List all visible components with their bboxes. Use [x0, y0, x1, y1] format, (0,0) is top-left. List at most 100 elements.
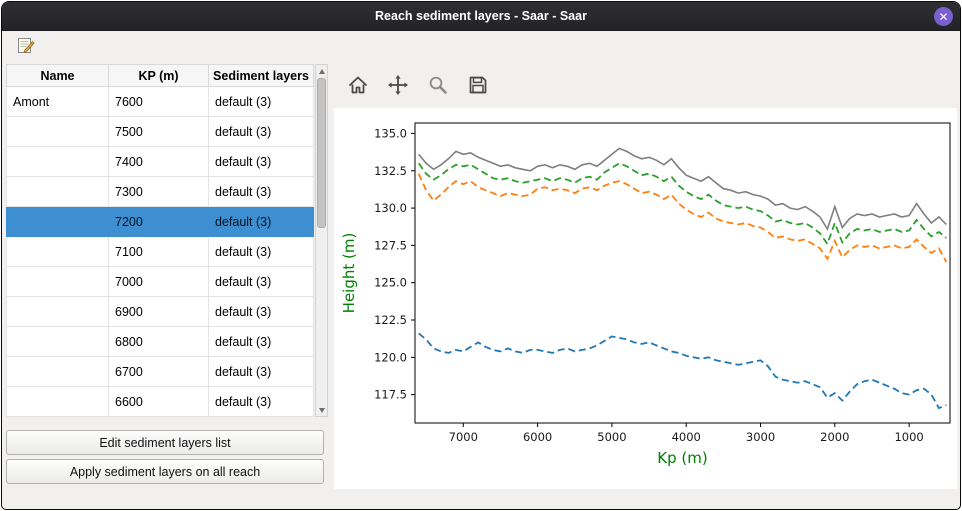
- chart-figure[interactable]: 7000 6000 5000 4000 3000 2000 1000 117.5 120.0 12…: [334, 108, 957, 489]
- table-row[interactable]: 6800 default (3): [6, 326, 314, 357]
- plot-navigation-toolbar: [334, 64, 957, 104]
- column-header-layers[interactable]: Sediment layers: [208, 64, 314, 87]
- table-row[interactable]: 7200 default (3): [6, 206, 314, 237]
- plot-frame: [414, 122, 951, 424]
- main-content: Name KP (m) Sediment layers Amont 7600 def…: [2, 58, 960, 489]
- up-arrow-icon[interactable]: [316, 65, 327, 77]
- cell-name[interactable]: [6, 176, 109, 207]
- table-row[interactable]: Amont 7600 default (3): [6, 86, 314, 117]
- series-line-sediment-layer-1: [417, 162, 947, 246]
- table-row[interactable]: 7500 default (3): [6, 116, 314, 147]
- close-button[interactable]: ✕: [934, 7, 953, 26]
- edit-sediment-button[interactable]: [14, 33, 38, 57]
- cell-name[interactable]: [6, 146, 109, 177]
- save-button[interactable]: [464, 71, 492, 99]
- cell-layers[interactable]: default (3): [208, 326, 314, 357]
- cell-kp[interactable]: 6600: [108, 386, 209, 417]
- x-tick-label: 1000: [894, 430, 923, 444]
- cell-name[interactable]: [6, 236, 109, 267]
- sediment-profile-chart[interactable]: 7000 6000 5000 4000 3000 2000 1000 117.5 120.0 12…: [334, 108, 957, 489]
- save-icon: [469, 76, 487, 94]
- y-tick-label: 130.0: [374, 201, 407, 215]
- series-line-top-surface: [418, 147, 947, 231]
- cell-kp[interactable]: 6800: [108, 326, 209, 357]
- y-tick-label: 132.5: [374, 164, 407, 178]
- y-tick-label: 127.5: [374, 238, 407, 252]
- cell-name[interactable]: [6, 296, 109, 327]
- x-axis-label: Kp (m): [657, 449, 707, 467]
- edit-note-icon: [18, 37, 35, 53]
- kp-table: Name KP (m) Sediment layers Amont 7600 def…: [6, 64, 314, 417]
- cell-name[interactable]: [6, 266, 109, 297]
- zoom-button[interactable]: [424, 71, 452, 99]
- table-row[interactable]: 7300 default (3): [6, 176, 314, 207]
- cell-layers[interactable]: default (3): [208, 176, 314, 207]
- series-line-river-bottom: [418, 332, 947, 410]
- cell-layers[interactable]: default (3): [208, 206, 314, 237]
- cell-name[interactable]: [6, 116, 109, 147]
- close-icon: ✕: [938, 9, 949, 24]
- home-button[interactable]: [344, 71, 372, 99]
- scrollbar-thumb[interactable]: [317, 78, 326, 228]
- cell-layers[interactable]: default (3): [208, 146, 314, 177]
- cell-layers[interactable]: default (3): [208, 266, 314, 297]
- table-header-row: Name KP (m) Sediment layers: [6, 64, 314, 87]
- kp-table-body: Amont 7600 default (3) 7500 default (3) 7400 d…: [6, 86, 314, 417]
- cell-kp[interactable]: 6900: [108, 296, 209, 327]
- y-tick-label: 122.5: [374, 313, 407, 327]
- cell-layers[interactable]: default (3): [208, 116, 314, 147]
- y-tick-label: 117.5: [374, 388, 407, 402]
- cell-layers[interactable]: default (3): [208, 236, 314, 267]
- cell-kp[interactable]: 6700: [108, 356, 209, 387]
- x-tick-label: 3000: [746, 430, 775, 444]
- x-tick-label: 4000: [672, 430, 701, 444]
- main-toolbar: [2, 31, 960, 58]
- table-row[interactable]: 6600 default (3): [6, 386, 314, 417]
- table-row[interactable]: 7400 default (3): [6, 146, 314, 177]
- home-icon: [349, 76, 367, 94]
- y-axis-label: Height (m): [340, 233, 358, 314]
- x-tick-label: 5000: [597, 430, 626, 444]
- x-tick-label: 6000: [523, 430, 552, 444]
- table-row[interactable]: 7100 default (3): [6, 236, 314, 267]
- x-tick-label: 7000: [449, 430, 478, 444]
- y-tick-label: 135.0: [374, 126, 407, 140]
- y-tick-label: 120.0: [374, 350, 407, 364]
- cell-layers[interactable]: default (3): [208, 356, 314, 387]
- table-scrollbar[interactable]: [315, 64, 328, 417]
- column-header-kp[interactable]: KP (m): [108, 64, 209, 87]
- cell-name[interactable]: [6, 386, 109, 417]
- cell-layers[interactable]: default (3): [208, 86, 314, 117]
- cell-name[interactable]: [6, 206, 109, 237]
- cell-name[interactable]: [6, 326, 109, 357]
- cell-kp[interactable]: 7500: [108, 116, 209, 147]
- cell-kp[interactable]: 7200: [108, 206, 209, 237]
- cell-layers[interactable]: default (3): [208, 296, 314, 327]
- kp-table-area: Name KP (m) Sediment layers Amont 7600 def…: [6, 64, 328, 417]
- apply-sediment-layers-button[interactable]: Apply sediment layers on all reach: [6, 459, 324, 484]
- cell-kp[interactable]: 7100: [108, 236, 209, 267]
- table-row[interactable]: 7000 default (3): [6, 266, 314, 297]
- left-panel: Name KP (m) Sediment layers Amont 7600 def…: [6, 64, 328, 489]
- cell-kp[interactable]: 7600: [108, 86, 209, 117]
- cell-kp[interactable]: 7000: [108, 266, 209, 297]
- x-tick-label: 2000: [820, 430, 849, 444]
- cell-layers[interactable]: default (3): [208, 386, 314, 417]
- column-header-name[interactable]: Name: [6, 64, 109, 87]
- right-panel: 7000 6000 5000 4000 3000 2000 1000 117.5 120.0 12…: [328, 64, 957, 489]
- pan-button[interactable]: [384, 71, 412, 99]
- table-row[interactable]: 6900 default (3): [6, 296, 314, 327]
- pan-icon: [388, 75, 408, 95]
- magnifier-icon: [429, 76, 447, 94]
- window-title: Reach sediment layers - Saar - Saar: [375, 9, 587, 23]
- table-row[interactable]: 6700 default (3): [6, 356, 314, 387]
- cell-kp[interactable]: 7400: [108, 146, 209, 177]
- series-line-sediment-layer-2: [417, 173, 948, 263]
- cell-name[interactable]: Amont: [6, 86, 109, 117]
- cell-name[interactable]: [6, 356, 109, 387]
- edit-sediment-layers-button[interactable]: Edit sediment layers list: [6, 430, 324, 455]
- titlebar[interactable]: Reach sediment layers - Saar - Saar ✕: [2, 2, 960, 31]
- down-arrow-icon[interactable]: [316, 404, 327, 416]
- cell-kp[interactable]: 7300: [108, 176, 209, 207]
